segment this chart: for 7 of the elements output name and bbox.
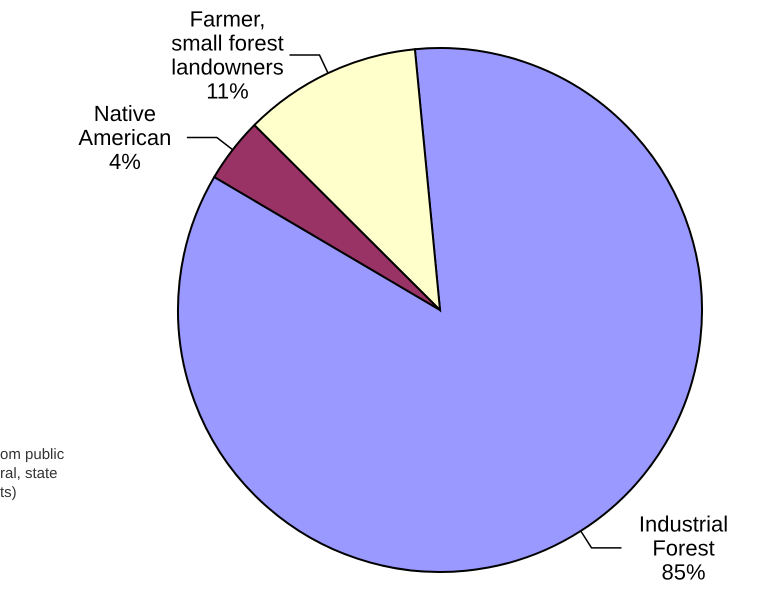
slice-label: Industrial Forest <box>638 511 728 560</box>
data-label: 85% <box>661 559 706 584</box>
data-label: 11% <box>206 78 249 104</box>
data-label: 4% <box>108 149 141 174</box>
slice-label: Farmer, small forest landowners <box>171 6 284 80</box>
text: om public ral, state ts) <box>0 445 64 502</box>
slice-label: Native American <box>78 101 172 150</box>
